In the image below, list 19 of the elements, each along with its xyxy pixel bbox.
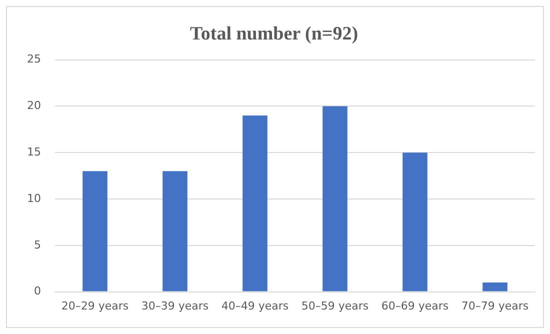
x-tick-label: 70–79 years bbox=[461, 299, 529, 312]
chart-title: Total number (n=92) bbox=[190, 23, 358, 44]
y-tick-label: 10 bbox=[26, 192, 41, 205]
y-tick-label: 0 bbox=[34, 284, 41, 298]
x-tick-label: 50–59 years bbox=[301, 299, 369, 312]
y-tick-label: 15 bbox=[26, 145, 41, 158]
x-tick-label: 60–69 years bbox=[381, 299, 449, 312]
bar bbox=[162, 171, 188, 292]
bar bbox=[322, 106, 348, 292]
bar bbox=[242, 115, 268, 292]
y-tick-label: 5 bbox=[34, 238, 41, 252]
x-tick-label: 40–49 years bbox=[221, 299, 289, 312]
bar bbox=[482, 282, 508, 292]
bar bbox=[402, 152, 428, 292]
bar bbox=[82, 171, 108, 292]
y-tick-label: 20 bbox=[26, 99, 41, 112]
x-tick-label: 20–29 years bbox=[61, 299, 129, 312]
x-tick-label: 30–39 years bbox=[141, 299, 209, 312]
y-tick-label: 25 bbox=[26, 52, 41, 66]
